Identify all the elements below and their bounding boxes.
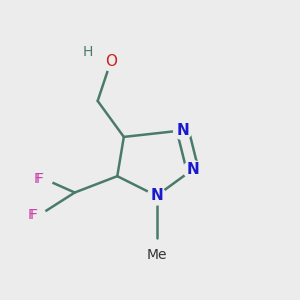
Text: F: F [34,172,42,186]
Circle shape [38,172,52,187]
Text: F: F [28,208,35,222]
Text: F: F [29,208,37,222]
Circle shape [32,208,46,223]
Text: F: F [36,172,44,186]
Circle shape [174,121,192,140]
Text: H: H [83,45,93,59]
Text: N: N [176,123,189,138]
Circle shape [147,187,166,205]
Text: N: N [150,188,163,203]
Circle shape [102,52,120,71]
Text: Me: Me [146,248,167,262]
Text: O: O [105,54,117,69]
Text: N: N [186,162,199,177]
Circle shape [183,160,202,179]
